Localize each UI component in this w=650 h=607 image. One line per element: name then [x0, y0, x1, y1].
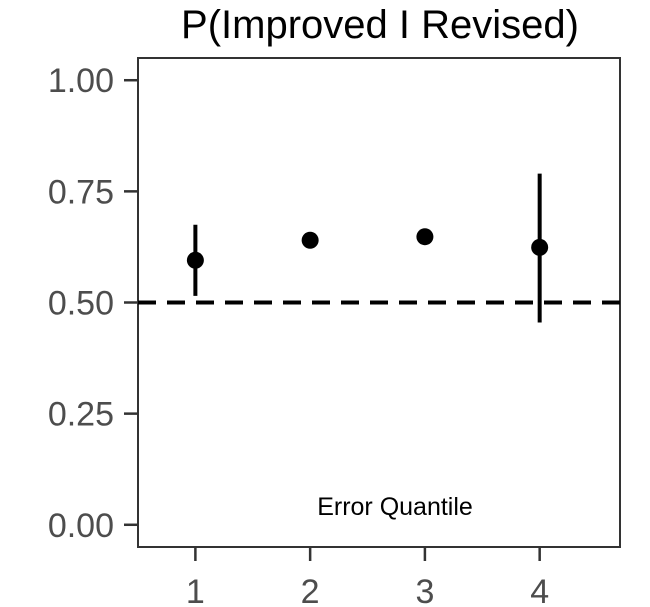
data-point — [531, 238, 549, 256]
data-point — [301, 231, 319, 249]
x-tick-label: 4 — [530, 573, 549, 607]
y-tick-label: 0.00 — [48, 507, 114, 545]
x-tick-label: 1 — [186, 573, 205, 607]
x-tick-label: 3 — [415, 573, 434, 607]
y-axis: 0.00 0.25 0.50 0.75 1.00 — [48, 62, 138, 545]
y-tick-label: 0.50 — [48, 285, 114, 323]
y-tick-label: 0.25 — [48, 396, 114, 434]
data-point — [416, 228, 434, 246]
error-quantile-annotation: Error Quantile — [317, 493, 473, 521]
chart-title: P(Improved I Revised) — [181, 3, 579, 47]
data-marks — [186, 173, 549, 323]
x-axis: 1 2 3 4 — [186, 547, 549, 607]
data-point — [186, 251, 204, 269]
y-tick-label: 1.00 — [48, 62, 114, 100]
x-tick-label: 2 — [301, 573, 320, 607]
y-tick-label: 0.75 — [48, 173, 114, 211]
